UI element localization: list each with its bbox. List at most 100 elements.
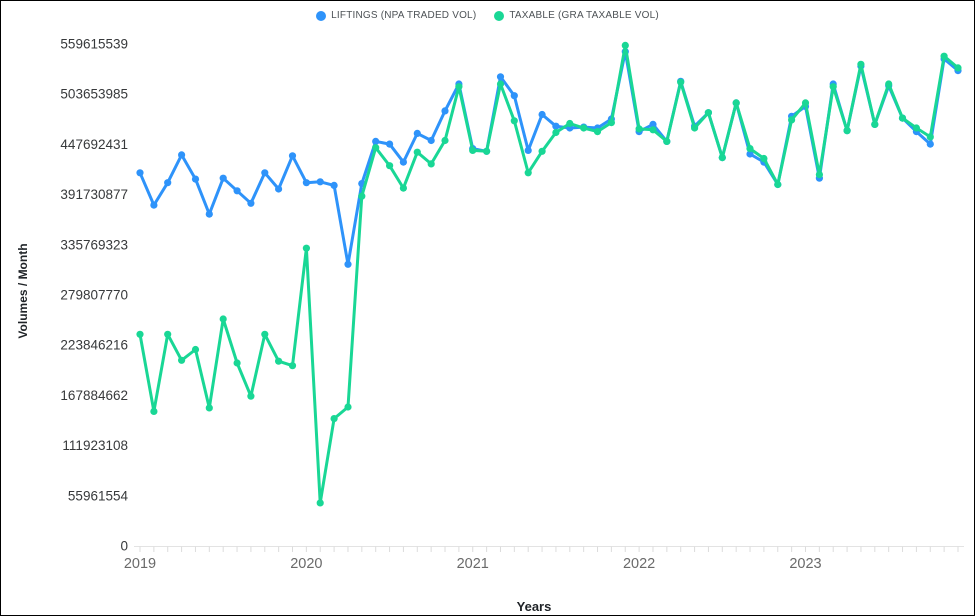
liftings-data-point	[191, 175, 200, 183]
taxable-data-point	[774, 180, 782, 189]
taxable-data-point	[607, 119, 616, 127]
taxable-data-point	[621, 41, 629, 50]
taxable-data-point	[538, 147, 546, 155]
year-tick-label: 2022	[623, 556, 655, 572]
liftings-data-point	[247, 199, 255, 207]
year-tick-label: 2019	[124, 556, 156, 572]
liftings-data-point	[288, 152, 297, 160]
taxable-data-point	[801, 99, 810, 107]
taxable-line	[138, 43, 960, 505]
taxable-data-point	[191, 345, 200, 354]
legend-item-taxable[interactable]: TAXABLE (GRA TAXABLE VOL)	[494, 10, 659, 21]
liftings-data-point	[302, 179, 310, 187]
liftings-data-point	[178, 151, 186, 159]
taxable-data-point	[413, 148, 421, 156]
liftings-data-point	[524, 146, 532, 154]
taxable-data-point	[635, 125, 643, 133]
year-tick-label: 2023	[789, 556, 821, 572]
taxable-data-point	[524, 169, 532, 177]
liftings-data-point	[552, 122, 560, 130]
taxable-data-point	[552, 128, 560, 137]
taxable-data-point	[441, 136, 449, 145]
taxable-data-point	[704, 109, 713, 117]
liftings-data-point	[330, 181, 338, 189]
y-tick-label: 559615539	[60, 37, 128, 52]
taxable-data-point	[455, 83, 463, 91]
taxable-data-point	[164, 330, 172, 338]
taxable-data-point	[677, 78, 685, 86]
taxable-data-point	[344, 403, 352, 411]
liftings-data-point	[150, 201, 158, 209]
taxable-data-point	[483, 147, 491, 155]
taxable-data-point	[496, 80, 505, 88]
liftings-data-point	[413, 129, 421, 137]
taxable-data-point	[898, 114, 907, 122]
taxable-data-point	[219, 315, 227, 323]
taxable-data-point	[788, 116, 796, 124]
taxable-data-point	[288, 362, 297, 370]
taxable-data-point	[691, 124, 699, 132]
taxable-data-point	[926, 133, 934, 141]
y-tick-label: 503653985	[60, 87, 128, 102]
y-tick-label: 111923108	[62, 438, 128, 453]
y-tick-label: 0	[120, 539, 128, 554]
taxable-data-point	[469, 146, 477, 154]
taxable-data-point	[150, 407, 158, 415]
liftings-data-point	[205, 210, 213, 218]
liftings-legend-dot-icon	[316, 10, 327, 21]
taxable-data-point	[871, 120, 879, 128]
taxable-data-point	[815, 171, 824, 179]
taxable-data-point	[566, 119, 574, 128]
taxable-data-point	[746, 145, 754, 153]
y-tick-label: 391730877	[60, 187, 128, 202]
legend-item-liftings[interactable]: LIFTINGS (NPA TRADED VOL)	[316, 10, 476, 21]
taxable-data-point	[580, 124, 588, 132]
y-tick-label: 223846216	[60, 338, 128, 353]
liftings-data-point	[441, 107, 449, 115]
liftings-data-point	[372, 137, 380, 145]
taxable-data-point	[732, 99, 740, 107]
liftings-data-point	[538, 110, 546, 119]
liftings-data-point	[316, 178, 324, 186]
liftings-data-point	[219, 174, 227, 182]
y-tick-label: 279807770	[60, 288, 128, 303]
liftings-data-point	[496, 73, 505, 81]
liftings-data-point	[649, 120, 657, 128]
taxable-data-point	[885, 80, 893, 88]
taxable-data-point	[843, 127, 851, 135]
taxable-data-point	[136, 330, 144, 338]
taxable-legend-dot-icon	[494, 10, 505, 21]
taxable-data-point	[316, 499, 324, 507]
taxable-data-point	[829, 83, 837, 91]
y-tick-label: 55961554	[68, 488, 129, 503]
taxable-data-point	[302, 244, 310, 252]
taxable-data-point	[940, 52, 948, 60]
taxable-data-point	[275, 357, 283, 365]
liftings-data-point	[164, 179, 172, 187]
liftings-data-point	[399, 158, 407, 166]
liftings-data-point	[344, 260, 352, 268]
taxable-data-point	[386, 162, 394, 170]
year-tick-label: 2020	[290, 556, 322, 572]
taxable-data-point	[649, 126, 657, 134]
taxable-data-point	[205, 404, 213, 412]
liftings-data-point	[136, 169, 144, 177]
taxable-data-point	[358, 192, 366, 200]
taxable-data-point	[247, 392, 255, 400]
y-tick-label: 335769323	[60, 237, 128, 252]
taxable-data-point	[593, 128, 602, 136]
taxable-data-point	[427, 160, 435, 168]
taxable-legend-label: TAXABLE (GRA TAXABLE VOL)	[509, 10, 659, 21]
taxable-data-point	[857, 60, 865, 68]
liftings-data-point	[510, 92, 518, 100]
taxable-data-point	[718, 154, 726, 162]
y-axis-title: Volumes / Month	[16, 243, 30, 339]
taxable-data-point	[261, 330, 269, 338]
liftings-data-point	[926, 140, 934, 148]
year-tick-label: 2021	[457, 556, 489, 572]
taxable-data-point	[330, 415, 338, 423]
liftings-data-point	[746, 150, 754, 158]
y-tick-label: 447692431	[60, 137, 128, 152]
